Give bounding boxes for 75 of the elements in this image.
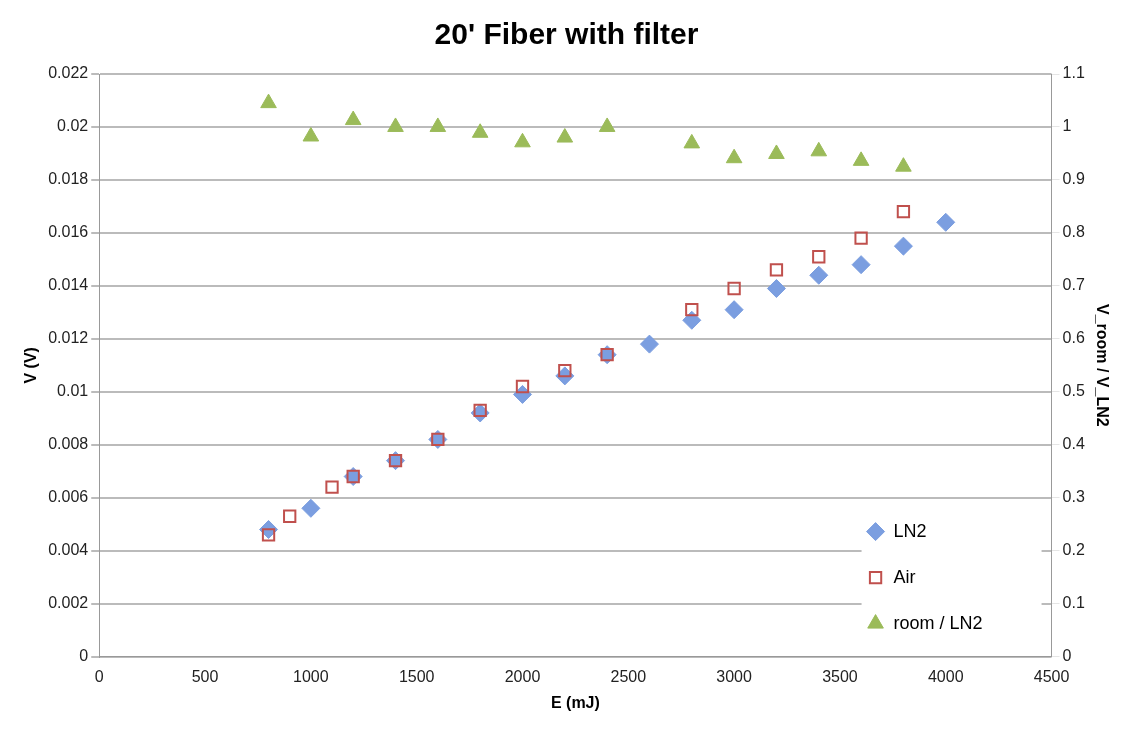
y-tick-label: 0.012 [48,329,89,347]
x-tick-label: 3000 [716,667,753,685]
point [325,480,339,494]
point [260,93,277,109]
x-tick-label: 4500 [1033,667,1070,685]
y2-tick-label: 0 [1062,647,1072,665]
point [766,279,786,298]
point [810,141,828,157]
point [809,265,829,285]
point [685,303,699,317]
legend-label: Air [893,566,916,587]
point [727,281,741,296]
y2-axis-title: V_room / V_LN2 [1093,303,1111,427]
y2-tick-label: 0.1 [1062,594,1085,612]
point [639,334,659,354]
point [896,205,911,219]
point [895,157,912,172]
point [556,128,574,143]
y-tick-label: 0.014 [48,276,89,294]
point [852,151,870,166]
point [301,498,321,518]
x-axis-title: E (mJ) [550,693,600,711]
point [724,300,744,320]
y-tick-label: 0.022 [48,64,89,82]
y2-tick-label: 0.8 [1062,223,1085,241]
y2-tick-label: 0.3 [1062,488,1085,506]
point [768,144,785,159]
y2-tick-label: 0.5 [1062,382,1085,400]
point [812,250,826,264]
point [429,117,447,132]
y-tick-label: 0.02 [57,117,89,135]
y-tick-label: 0.006 [48,488,89,506]
y-tick-label: 0 [79,647,89,665]
legend-label: room / LN2 [893,612,983,633]
y-axis-title: V (V) [22,347,40,384]
x-tick-label: 2000 [504,667,541,685]
x-tick-label: 4000 [927,667,964,685]
point [261,528,276,542]
y-tick-label: 0.018 [48,170,89,188]
point [598,117,616,132]
point [936,212,956,232]
y2-tick-label: 0.2 [1062,541,1085,559]
point [725,148,743,164]
point [514,132,531,148]
x-tick-label: 2500 [610,667,647,685]
point [893,236,913,256]
point [283,509,297,523]
point [851,255,871,275]
y2-tick-label: 1 [1062,117,1072,135]
point [302,127,320,142]
chart-title: 20' Fiber with filter [434,17,699,51]
x-tick-label: 0 [94,667,104,685]
point [682,310,702,330]
y-tick-label: 0.016 [48,223,89,241]
y-tick-label: 0.01 [57,382,89,400]
x-tick-label: 1500 [398,667,435,685]
y-tick-label: 0.002 [48,594,89,612]
y-tick-label: 0.008 [48,435,89,453]
point [471,123,489,138]
point [854,231,868,245]
x-tick-label: 500 [191,667,219,685]
point [683,133,701,149]
y2-tick-label: 0.4 [1062,435,1085,453]
legend-label: LN2 [893,520,927,541]
y-tick-label: 0.004 [48,541,89,559]
point [515,379,530,394]
y2-tick-label: 0.6 [1062,329,1085,347]
x-tick-label: 3500 [822,667,858,685]
point [344,110,362,126]
y2-tick-label: 0.7 [1062,276,1085,294]
point [387,117,404,132]
x-tick-label: 1000 [293,667,329,685]
y2-tick-label: 0.9 [1062,170,1085,188]
point [769,263,784,277]
y2-tick-label: 1.1 [1062,64,1085,82]
